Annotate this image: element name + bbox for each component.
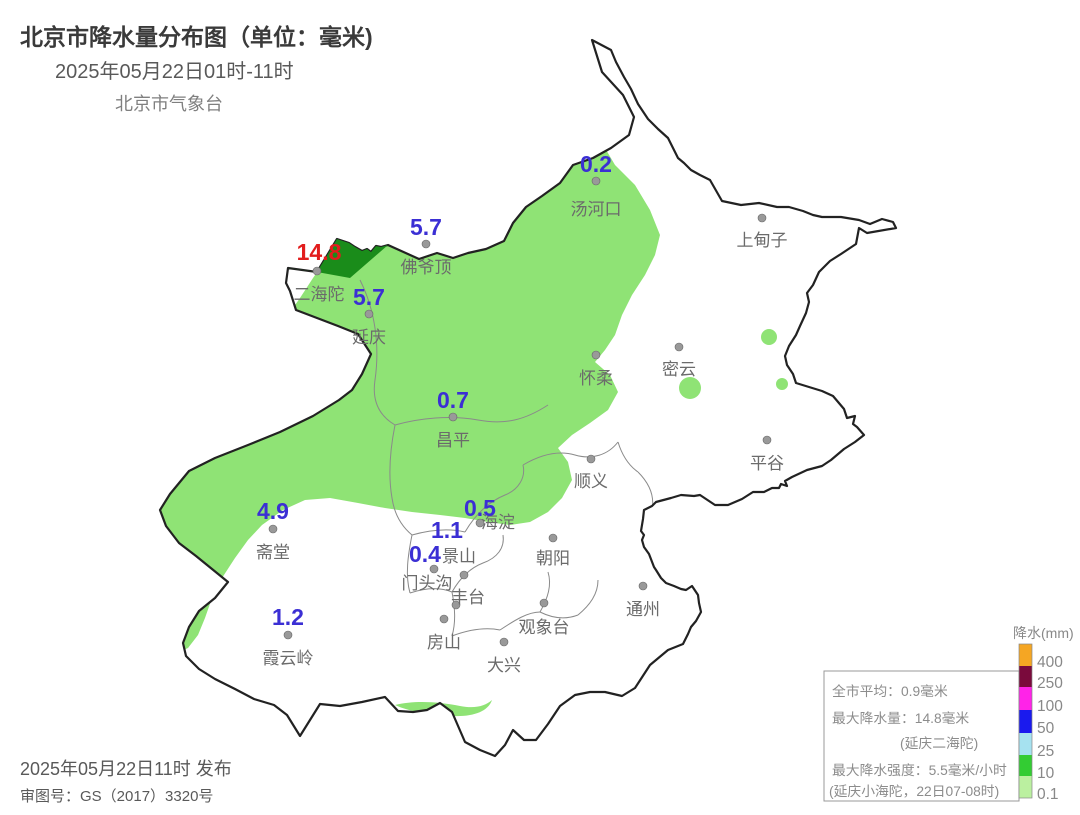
svg-text:100: 100 — [1037, 698, 1063, 715]
svg-text:250: 250 — [1037, 675, 1063, 692]
svg-text:400: 400 — [1037, 654, 1063, 671]
svg-text:景山: 景山 — [442, 547, 476, 566]
svg-text:25: 25 — [1037, 743, 1054, 760]
svg-text:14.8: 14.8 — [297, 239, 342, 265]
svg-text:房山: 房山 — [427, 633, 461, 652]
svg-text:0.2: 0.2 — [580, 151, 612, 177]
svg-text:门头沟: 门头沟 — [402, 574, 453, 593]
svg-text:怀柔: 怀柔 — [579, 369, 613, 388]
svg-text:二海陀: 二海陀 — [294, 285, 345, 304]
svg-text:朝阳: 朝阳 — [536, 549, 570, 568]
svg-text:大兴: 大兴 — [487, 656, 521, 675]
svg-text:10: 10 — [1037, 765, 1055, 782]
svg-text:1.1: 1.1 — [431, 517, 463, 543]
svg-text:0.7: 0.7 — [437, 387, 469, 413]
svg-text:平谷: 平谷 — [750, 454, 784, 473]
svg-text:5.7: 5.7 — [353, 284, 385, 310]
svg-text:最大降水强度：5.5毫米/小时: 最大降水强度：5.5毫米/小时 — [832, 762, 1007, 778]
svg-text:通州: 通州 — [626, 600, 660, 619]
svg-text:50: 50 — [1037, 720, 1055, 737]
svg-text:全市平均：0.9毫米: 全市平均：0.9毫米 — [832, 683, 948, 699]
svg-text:霞云岭: 霞云岭 — [263, 649, 314, 668]
svg-text:(延庆二海陀): (延庆二海陀) — [900, 736, 978, 751]
svg-text:1.2: 1.2 — [272, 604, 304, 630]
svg-text:(延庆小海陀，22日07-08时): (延庆小海陀，22日07-08时) — [829, 784, 999, 799]
svg-text:密云: 密云 — [662, 360, 696, 379]
svg-text:佛爷顶: 佛爷顶 — [401, 258, 452, 277]
svg-text:最大降水量：14.8毫米: 最大降水量：14.8毫米 — [832, 710, 969, 726]
svg-text:4.9: 4.9 — [257, 498, 289, 524]
svg-text:0.1: 0.1 — [1037, 786, 1059, 803]
svg-text:上甸子: 上甸子 — [737, 231, 788, 250]
svg-text:5.7: 5.7 — [410, 214, 442, 240]
svg-text:0.5: 0.5 — [464, 495, 496, 521]
svg-text:丰台: 丰台 — [451, 588, 485, 607]
svg-text:观象台: 观象台 — [519, 618, 570, 637]
svg-text:汤河口: 汤河口 — [571, 200, 622, 219]
svg-text:延庆: 延庆 — [352, 328, 386, 347]
svg-text:0.4: 0.4 — [409, 541, 441, 567]
svg-text:降水(mm): 降水(mm) — [1013, 625, 1074, 641]
svg-text:昌平: 昌平 — [436, 431, 470, 450]
svg-text:顺义: 顺义 — [574, 472, 608, 491]
svg-text:斋堂: 斋堂 — [256, 543, 290, 562]
